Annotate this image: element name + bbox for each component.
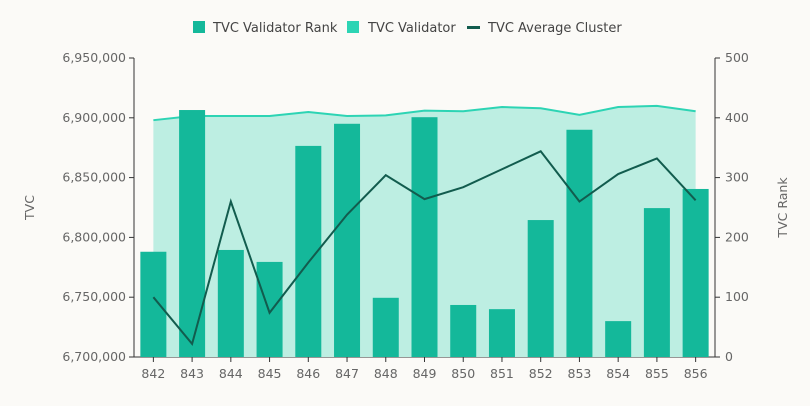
bar-851 [488, 309, 515, 357]
x-tick-label: 844 [219, 366, 243, 381]
x-tick-label: 847 [335, 366, 359, 381]
bar-850 [450, 304, 477, 357]
x-tick-label: 846 [296, 366, 320, 381]
bar-847 [334, 123, 361, 357]
line-tvc-average-cluster [152, 150, 697, 346]
legend-label-cluster: TVC Average Cluster [487, 21, 622, 36]
bar-845 [256, 261, 283, 357]
x-tick-label: 853 [568, 366, 592, 381]
x-tick-label: 852 [529, 366, 553, 381]
bar-852 [527, 220, 554, 357]
bar-844 [217, 249, 244, 357]
y2-tick-label: 0 [725, 349, 733, 364]
y-tick-label: 6,850,000 [62, 170, 126, 185]
bar-854 [605, 321, 632, 357]
bar-855 [643, 208, 670, 357]
y2-tick-label: 500 [725, 50, 749, 65]
x-tick-label: 851 [490, 366, 514, 381]
y-tick-label: 6,800,000 [62, 229, 126, 244]
legend-swatch-cluster [467, 26, 480, 29]
x-tick-label: 854 [606, 366, 630, 381]
x-tick-label: 848 [374, 366, 398, 381]
legend-swatch-validator [347, 21, 359, 33]
legend-swatch-rank [193, 21, 205, 33]
bar-842 [140, 251, 167, 357]
bar-849 [411, 117, 438, 358]
y-axis-title: TVC [22, 195, 37, 221]
x-tick-label: 843 [180, 366, 204, 381]
legend-label-validator: TVC Validator [367, 21, 456, 36]
y-tick-label: 6,750,000 [62, 289, 126, 304]
bar-843 [179, 110, 206, 357]
x-tick-label: 855 [645, 366, 669, 381]
y-tick-label: 6,900,000 [62, 110, 126, 125]
y-tick-label: 6,950,000 [62, 50, 126, 65]
x-tick-label: 845 [258, 366, 282, 381]
x-tick-label: 856 [684, 366, 708, 381]
y2-axis-title: TVC Rank [775, 177, 790, 239]
line-tvc-validator [153, 104, 696, 122]
x-tick-label: 842 [141, 366, 165, 381]
y2-tick-label: 300 [725, 170, 749, 185]
x-tick-label: 850 [451, 366, 475, 381]
y2-tick-label: 100 [725, 289, 749, 304]
bar-856 [682, 188, 709, 357]
y-tick-label: 6,700,000 [62, 349, 126, 364]
legend-label-rank: TVC Validator Rank [212, 21, 338, 36]
y2-tick-label: 200 [725, 229, 749, 244]
y2-tick-label: 400 [725, 110, 749, 125]
x-tick-label: 849 [413, 366, 437, 381]
bar-853 [566, 129, 593, 357]
bar-848 [372, 297, 399, 357]
